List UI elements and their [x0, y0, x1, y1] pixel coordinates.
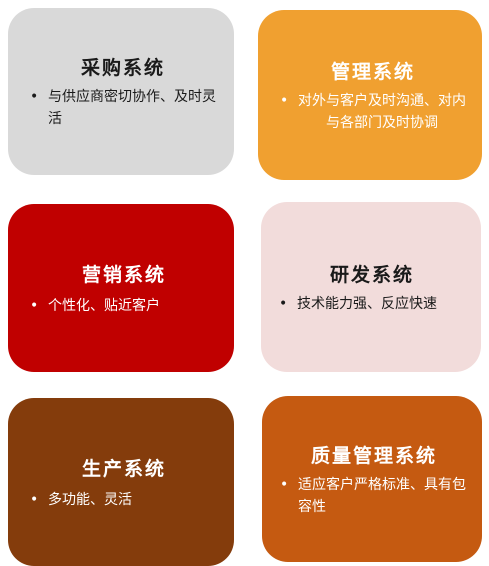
card-bullet: • 与供应商密切协作、及时灵活: [30, 86, 216, 130]
quality-management-system-card: 质量管理系统 • 适应客户严格标准、具有包容性: [262, 396, 482, 562]
card-bullet: • 对外与客户及时沟通、对内与各部门及时协调: [280, 90, 466, 134]
card-title: 管理系统: [330, 60, 415, 83]
card-title: 生产系统: [81, 457, 166, 480]
production-system-card: 生产系统 • 多功能、灵活: [8, 398, 234, 566]
card-description: 个性化、贴近客户: [48, 297, 160, 314]
card-title: 采购系统: [80, 57, 165, 79]
bullet-dot: •: [30, 491, 39, 508]
bullet-dot: •: [30, 297, 39, 314]
card-description: 适应客户严格标准、具有包容性: [298, 476, 466, 515]
card-description: 技术能力强、反应快速: [297, 295, 437, 312]
bullet-dot: •: [30, 89, 39, 105]
card-bullet: • 适应客户严格标准、具有包容性: [280, 474, 468, 518]
bullet-dot: •: [280, 476, 289, 493]
card-description: 对外与客户及时沟通、对内与各部门及时协调: [298, 92, 466, 131]
bullet-dot: •: [279, 295, 288, 312]
card-description: 与供应商密切协作、及时灵活: [48, 89, 216, 127]
card-bullet: • 多功能、灵活: [30, 489, 218, 511]
card-title: 研发系统: [329, 263, 414, 286]
marketing-system-card: 营销系统 • 个性化、贴近客户: [8, 204, 234, 372]
card-description: 多功能、灵活: [48, 491, 132, 508]
rnd-system-card: 研发系统 • 技术能力强、反应快速: [261, 202, 481, 372]
card-bullet: • 个性化、贴近客户: [30, 295, 218, 317]
management-system-card: 管理系统 • 对外与客户及时沟通、对内与各部门及时协调: [258, 10, 482, 180]
bullet-dot: •: [280, 92, 289, 109]
card-title: 营销系统: [81, 263, 166, 286]
procurement-system-card: 采购系统 • 与供应商密切协作、及时灵活: [8, 8, 234, 175]
card-title: 质量管理系统: [310, 444, 437, 467]
card-bullet: • 技术能力强、反应快速: [279, 293, 465, 315]
